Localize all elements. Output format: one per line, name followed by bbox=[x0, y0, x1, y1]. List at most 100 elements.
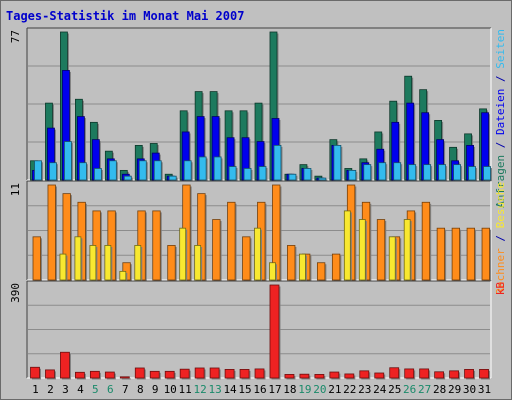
bar-seiten-day-3 bbox=[64, 141, 72, 181]
bar-kb-day-1 bbox=[30, 366, 40, 379]
legend-item-sep: / bbox=[494, 228, 507, 248]
panel-bottom: 390 kB bbox=[9, 280, 507, 380]
legend-item-dateien: Dateien bbox=[494, 89, 507, 135]
x-tick-label-day-13: 13 bbox=[208, 383, 221, 396]
bar-besuche-day-22 bbox=[343, 210, 351, 281]
bar-besuche-day-11 bbox=[179, 227, 187, 281]
bar-kb-day-28 bbox=[434, 371, 445, 379]
bar-kb-day-24 bbox=[374, 372, 385, 379]
bar-kb-day-15 bbox=[239, 369, 250, 379]
bar-besuche-day-16 bbox=[254, 227, 261, 281]
bar-seiten-day-19 bbox=[303, 168, 312, 181]
bar-seiten-day-23 bbox=[363, 164, 372, 181]
bar-kb-day-19 bbox=[299, 373, 310, 379]
bar-kb-day-30 bbox=[464, 369, 474, 379]
bar-kb-day-26 bbox=[404, 368, 415, 379]
bar-besuche-day-19 bbox=[299, 253, 306, 281]
bar-rechner-day-21 bbox=[331, 253, 341, 281]
bar-kb-day-14 bbox=[224, 369, 235, 379]
x-tick-label-day-10: 10 bbox=[164, 383, 177, 396]
x-tick-label-day-20: 20 bbox=[313, 383, 326, 396]
bar-rechner-day-29 bbox=[451, 227, 460, 281]
bar-besuche-day-7 bbox=[119, 270, 127, 281]
x-tick-label-day-23: 23 bbox=[358, 383, 371, 396]
bar-rechner-day-1 bbox=[32, 236, 41, 281]
bar-besuche-day-5 bbox=[89, 245, 97, 281]
panel-middle-ymax-label: 11 bbox=[9, 183, 22, 196]
bar-seiten-day-30 bbox=[468, 166, 476, 181]
x-tick-label-day-26: 26 bbox=[403, 383, 416, 396]
bar-seiten-day-27 bbox=[423, 164, 432, 181]
bar-rechner-day-28 bbox=[436, 227, 446, 281]
x-tick-label-day-3: 3 bbox=[62, 383, 69, 396]
bar-seiten-day-11 bbox=[183, 160, 192, 181]
bar-kb-day-5 bbox=[89, 370, 100, 379]
bar-rechner-day-9 bbox=[152, 210, 161, 281]
bar-kb-day-9 bbox=[149, 370, 160, 379]
bar-seiten-day-28 bbox=[438, 164, 447, 181]
bar-kb-day-17 bbox=[269, 284, 280, 379]
x-tick-label-day-18: 18 bbox=[283, 383, 296, 396]
bar-rechner-day-27 bbox=[421, 201, 431, 281]
bar-seiten-day-5 bbox=[93, 168, 102, 181]
bar-kb-day-3 bbox=[60, 351, 70, 379]
panel-top: 77 Anfragen / Dateien / Seiten bbox=[9, 27, 507, 208]
panel-bottom-legend: kB bbox=[494, 282, 507, 296]
bar-kb-day-8 bbox=[134, 367, 145, 379]
x-tick-label-day-8: 8 bbox=[137, 383, 144, 396]
bar-seiten-day-9 bbox=[153, 160, 162, 181]
bar-seiten-day-12 bbox=[198, 156, 207, 181]
legend-item-sep: / bbox=[494, 69, 507, 89]
legend-item-sep: / bbox=[494, 135, 507, 155]
bar-kb-day-31 bbox=[479, 369, 489, 379]
x-tick-label-day-5: 5 bbox=[92, 383, 99, 396]
legend-item-seiten: Seiten bbox=[494, 29, 507, 69]
x-tick-label-day-30: 30 bbox=[463, 383, 476, 396]
bar-seiten-day-22 bbox=[348, 169, 357, 181]
bar-kb-day-21 bbox=[329, 371, 340, 379]
bar-seiten-day-21 bbox=[333, 145, 342, 181]
x-tick-label-day-9: 9 bbox=[152, 383, 159, 396]
bar-seiten-day-26 bbox=[408, 164, 417, 181]
bar-kb-day-27 bbox=[419, 368, 430, 379]
bar-kb-day-7 bbox=[119, 376, 130, 379]
bar-rechner-day-30 bbox=[466, 227, 475, 281]
bar-rechner-day-10 bbox=[167, 245, 176, 281]
panel-top-ymax-label: 77 bbox=[9, 30, 22, 43]
bar-besuche-day-26 bbox=[403, 219, 411, 281]
bar-seiten-day-25 bbox=[393, 162, 402, 181]
x-tick-label-day-1: 1 bbox=[32, 383, 39, 396]
bar-besuche-day-6 bbox=[104, 245, 112, 281]
x-tick-label-day-22: 22 bbox=[343, 383, 356, 396]
legend-item-anfragen: Anfragen bbox=[494, 155, 507, 208]
legend-item-besuche: Besuche bbox=[494, 182, 507, 228]
chart-panels: 77 Anfragen / Dateien / Seiten 11 Rechner /… bbox=[9, 27, 507, 380]
bar-seiten-day-15 bbox=[243, 168, 252, 181]
bar-kb-day-25 bbox=[389, 367, 400, 379]
bar-kb-day-22 bbox=[344, 373, 355, 379]
bar-kb-day-13 bbox=[209, 367, 220, 379]
x-tick-label-day-24: 24 bbox=[373, 383, 387, 396]
x-tick-label-day-6: 6 bbox=[107, 383, 114, 396]
bar-kb-day-16 bbox=[254, 368, 265, 379]
bar-kb-day-18 bbox=[284, 374, 295, 379]
x-tick-label-day-11: 11 bbox=[179, 383, 192, 396]
bar-seiten-day-6 bbox=[108, 160, 117, 181]
chart-title: Tages-Statistik im Monat Mai 2007 bbox=[6, 9, 244, 23]
legend-item-rechner: Rechner bbox=[494, 248, 507, 295]
bar-seiten-day-14 bbox=[228, 166, 237, 181]
x-tick-label-day-15: 15 bbox=[238, 383, 251, 396]
bar-seiten-day-24 bbox=[378, 162, 387, 181]
bar-seiten-day-17 bbox=[273, 145, 282, 181]
bar-besuche-day-23 bbox=[358, 219, 366, 281]
panel-bottom-ymax-label: 390 bbox=[9, 283, 22, 303]
bar-kb-day-20 bbox=[314, 374, 325, 379]
bar-kb-day-6 bbox=[104, 371, 115, 379]
bar-rechner-day-18 bbox=[287, 245, 296, 281]
bar-seiten-day-8 bbox=[138, 160, 147, 181]
bar-besuche-day-25 bbox=[388, 236, 396, 281]
x-tick-label-day-31: 31 bbox=[478, 383, 491, 396]
x-tick-label-day-28: 28 bbox=[433, 383, 446, 396]
